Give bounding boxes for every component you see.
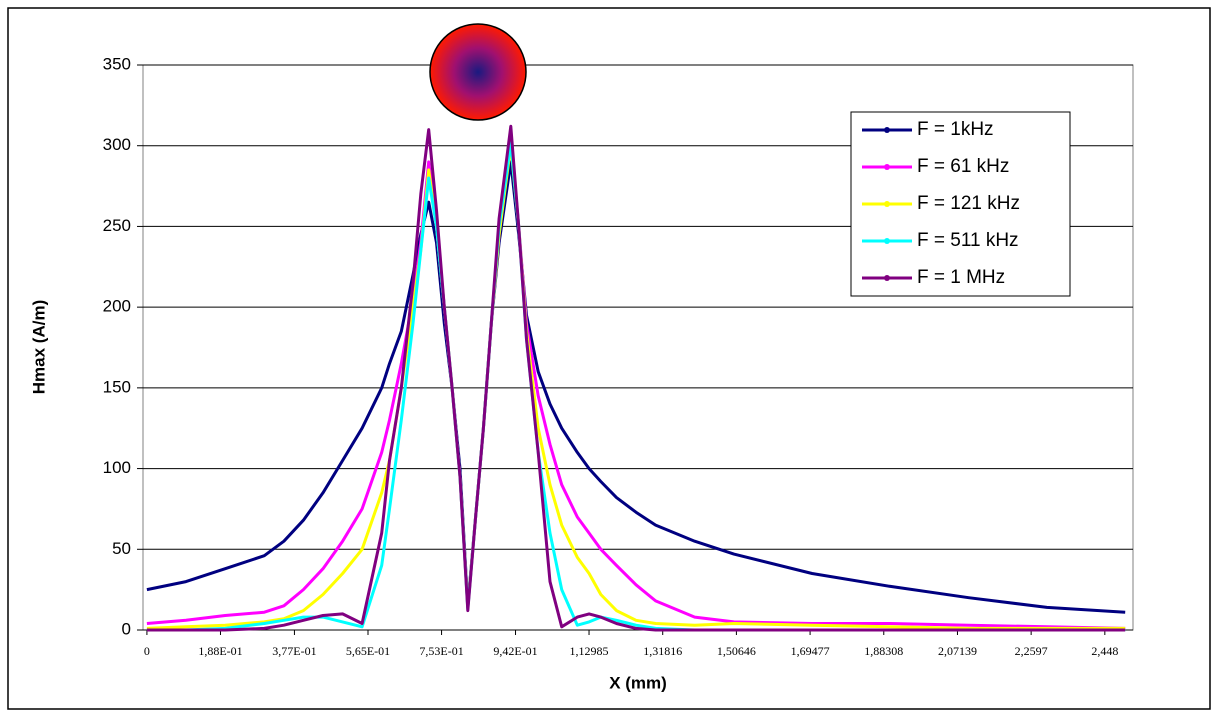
x-axis-title: X (mm) [609,673,667,692]
y-tick-label: 250 [103,216,131,235]
x-tick-label: 1,12985 [570,644,609,658]
series-line [146,124,1126,632]
y-tick-label: 50 [112,539,131,558]
x-tick-label: 1,69477 [791,644,830,658]
y-axis-title: Hmax (A/m) [29,300,48,394]
legend-marker [884,164,890,170]
x-tick-label: 0 [144,644,150,658]
x-tick-label: 2,2597 [1015,644,1048,658]
x-tick-label: 1,31816 [643,644,682,658]
y-tick-label: 200 [103,297,131,316]
legend-marker [884,127,890,133]
y-tick-label: 0 [122,619,131,638]
legend-box [850,111,1071,297]
x-tick-label: 1,50646 [717,644,756,658]
x-tick-label: 2,448 [1091,644,1118,658]
legend-marker [884,275,890,281]
legend-label: F = 1kHz [917,119,994,140]
x-tick-label: 5,65E-01 [346,644,390,658]
x-tick-label: 2,07139 [938,644,977,658]
legend-marker [884,238,890,244]
x-tick-label: 9,42E-01 [493,644,537,658]
legend-label: F = 61 kHz [917,156,1009,177]
legend-label: F = 121 kHz [917,193,1020,214]
y-tick-label: 350 [103,54,131,73]
y-tick-label: 300 [103,135,131,154]
wire-cross-section [429,23,527,121]
legend-marker [884,201,890,207]
x-tick-label: 3,77E-01 [272,644,316,658]
x-tick-label: 1,88308 [864,644,903,658]
x-tick-label: 1,88E-01 [198,644,242,658]
y-tick-label: 100 [103,458,131,477]
x-tick-label: 7,53E-01 [419,644,463,658]
legend-label: F = 511 kHz [917,230,1019,251]
y-tick-label: 150 [103,377,131,396]
legend-label: F = 1 MHz [917,267,1005,288]
